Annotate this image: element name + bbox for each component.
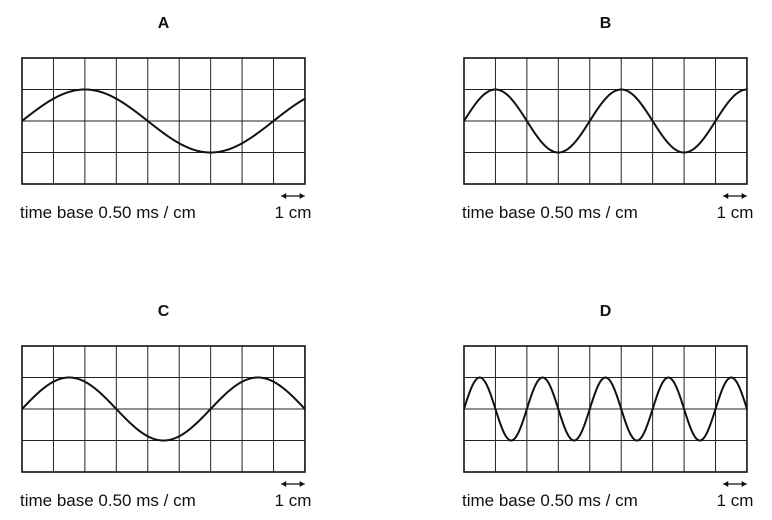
panel-label: A [158,15,170,32]
panel-label: D [600,303,612,320]
waveform [463,376,748,442]
scale-label: 1 cm [717,491,754,510]
waveform [21,88,306,154]
scale-label: 1 cm [275,491,312,510]
arrow-head [723,193,747,199]
time-base-caption: time base 0.50 ms / cm [20,491,196,510]
time-base-caption: time base 0.50 ms / cm [462,491,638,510]
scale-label: 1 cm [275,203,312,222]
panel-label: C [158,303,170,320]
waveform [21,376,306,442]
panel-label: B [600,15,612,32]
arrow-head [723,481,747,487]
time-base-caption: time base 0.50 ms / cm [462,203,638,222]
waveform [463,88,747,154]
arrow-head [281,193,305,199]
time-base-caption: time base 0.50 ms / cm [20,203,196,222]
arrow-head [281,481,305,487]
scale-label: 1 cm [717,203,754,222]
